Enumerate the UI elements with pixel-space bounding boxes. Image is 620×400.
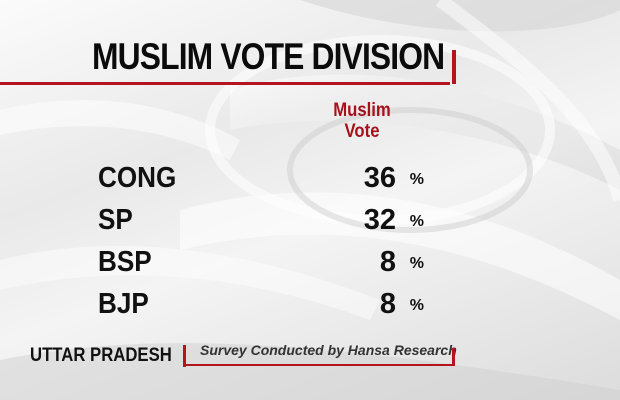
footer-divider bbox=[183, 345, 186, 367]
chart-title: MUSLIM VOTE DIVISION bbox=[92, 36, 445, 77]
source-note: Survey Conducted by Hansa Research bbox=[200, 342, 457, 358]
party-label: CONG bbox=[98, 162, 177, 194]
column-header-line-1: Muslim bbox=[333, 100, 391, 121]
title-underline bbox=[0, 82, 450, 85]
region-label: UTTAR PRADESH bbox=[30, 345, 172, 366]
table-row-cong: CONG 36 % bbox=[98, 162, 428, 196]
table-row-bjp: BJP 8 % bbox=[98, 288, 428, 322]
party-label: BJP bbox=[98, 288, 149, 320]
percent-unit: % bbox=[409, 213, 424, 230]
table-row-bsp: BSP 8 % bbox=[98, 246, 428, 280]
vote-share-value: 8 bbox=[379, 288, 396, 320]
percent-unit: % bbox=[409, 255, 424, 272]
party-label: SP bbox=[98, 204, 133, 236]
column-header: Muslim Vote bbox=[327, 100, 397, 142]
footer-accent-bar bbox=[452, 348, 455, 366]
table-row-sp: SP 32 % bbox=[98, 204, 428, 238]
column-header-line-2: Vote bbox=[344, 121, 380, 142]
vote-share-value: 36 bbox=[363, 162, 396, 194]
footer-underline bbox=[186, 364, 452, 366]
vote-share-value: 32 bbox=[363, 204, 396, 236]
party-label: BSP bbox=[98, 246, 152, 278]
vote-share-value: 8 bbox=[379, 246, 396, 278]
title-accent-bar bbox=[452, 50, 456, 84]
percent-unit: % bbox=[409, 171, 424, 188]
percent-unit: % bbox=[409, 297, 424, 314]
